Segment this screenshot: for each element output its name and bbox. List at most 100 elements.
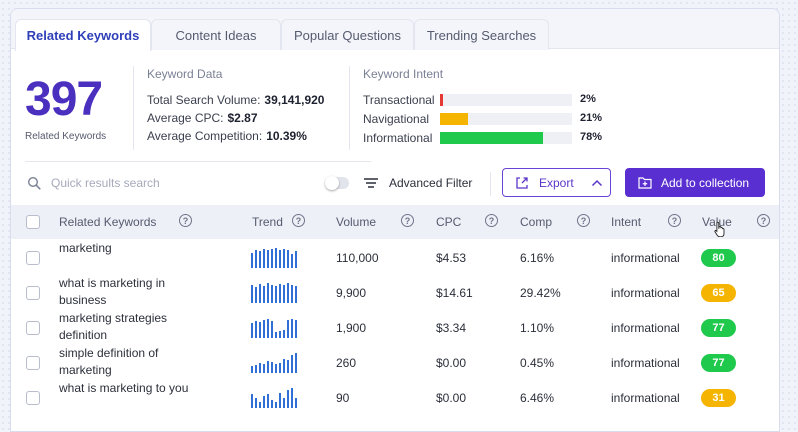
row-checkbox[interactable]: [26, 286, 40, 300]
trend-bar: [287, 390, 289, 408]
help-icon[interactable]: ?: [757, 214, 770, 227]
keyword-link[interactable]: simple definition of marketing: [59, 346, 159, 377]
help-icon[interactable]: ?: [292, 214, 305, 227]
intent-pct-informational: 78%: [580, 131, 603, 143]
trend-bar: [255, 287, 257, 303]
intent-fill-informational: [440, 132, 543, 144]
tab-related-keywords[interactable]: Related Keywords: [15, 19, 151, 51]
tab-trending-searches[interactable]: Trending Searches: [414, 19, 549, 50]
trend-bar: [259, 402, 261, 408]
comp-value: 0.45%: [520, 356, 555, 370]
intent-bar-transactional: [440, 94, 572, 106]
export-button[interactable]: Export: [502, 168, 611, 197]
comp-value: 29.42%: [520, 286, 561, 300]
trend-bar: [251, 366, 253, 373]
trend-bar: [275, 248, 277, 268]
volume-value: 110,000: [336, 251, 379, 265]
value-badge: 31: [701, 389, 736, 407]
filter-toggle[interactable]: [325, 176, 349, 190]
trend-bar: [263, 249, 265, 268]
trend-bar: [251, 394, 253, 408]
trend-bar: [279, 284, 281, 303]
intent-fill-transactional: [440, 94, 443, 106]
keyword-link[interactable]: marketing: [59, 241, 112, 255]
stat-label: Average Competition:: [147, 129, 263, 143]
row-checkbox[interactable]: [26, 321, 40, 335]
value-badge: 80: [701, 249, 736, 267]
column-header-comp[interactable]: Comp: [520, 215, 553, 229]
keyword-link[interactable]: what is marketing to you: [59, 381, 189, 395]
column-header-trend[interactable]: Trend: [252, 215, 283, 229]
trend-sparkline: [251, 353, 313, 373]
table-row[interactable]: simple definition of marketing 260 $0.00 0.…: [11, 345, 779, 380]
volume-value: 260: [336, 356, 357, 370]
volume-value: 1,900: [336, 321, 367, 335]
trend-bar: [295, 286, 297, 303]
row-checkbox[interactable]: [26, 251, 40, 265]
trend-bar: [271, 400, 273, 408]
tab-content-ideas[interactable]: Content Ideas: [151, 19, 281, 50]
tab-popular-questions[interactable]: Popular Questions: [281, 19, 414, 50]
trend-sparkline: [251, 283, 313, 303]
divider: [349, 66, 350, 150]
quick-search-input[interactable]: [51, 173, 301, 193]
filter-icon: [364, 178, 378, 188]
column-header-intent[interactable]: Intent: [611, 215, 642, 229]
column-header-keyword[interactable]: Related Keywords: [59, 215, 157, 229]
table-row[interactable]: what is marketing to you 90 $0.00 6.46% info…: [11, 380, 779, 415]
advanced-filter-button[interactable]: Advanced Filter: [389, 176, 473, 190]
help-icon[interactable]: ?: [668, 214, 681, 227]
select-all-checkbox[interactable]: [26, 215, 40, 229]
table-row[interactable]: marketing 110,000 $4.53 6.16% informational 8…: [11, 240, 779, 275]
row-checkbox[interactable]: [26, 356, 40, 370]
column-header-volume[interactable]: Volume: [336, 215, 377, 229]
value-badge: 65: [701, 284, 736, 302]
trend-bar: [255, 250, 257, 268]
intent-bar-navigational: [440, 113, 572, 125]
trend-bar: [267, 250, 269, 268]
trend-bar: [251, 253, 253, 268]
export-label: Export: [539, 175, 574, 190]
row-checkbox[interactable]: [26, 391, 40, 405]
trend-bar: [259, 322, 261, 338]
cpc-value: $4.53: [436, 251, 467, 265]
trend-bar: [291, 254, 293, 268]
cpc-value: $0.00: [436, 391, 467, 405]
intent-value: informational: [611, 391, 680, 405]
stat-value: 39,141,920: [264, 93, 325, 107]
trend-bar: [271, 285, 273, 303]
trend-bar: [295, 398, 297, 408]
trend-bar: [283, 330, 285, 338]
toolbar: Advanced Filter Export Add to collection: [11, 164, 779, 204]
trend-bar: [259, 284, 261, 303]
volume-value: 9,900: [336, 286, 367, 300]
add-to-collection-button[interactable]: Add to collection: [625, 168, 765, 197]
trend-bar: [251, 323, 253, 338]
trend-bar: [259, 251, 261, 268]
trend-bar: [287, 320, 289, 338]
trend-bar: [271, 362, 273, 373]
intent-fill-navigational: [440, 113, 468, 125]
intent-pct-navigational: 21%: [580, 112, 603, 124]
tab-bar: Related Keywords Content Ideas Popular Q…: [11, 9, 779, 51]
trend-bar: [279, 331, 281, 338]
help-icon[interactable]: ?: [401, 214, 414, 227]
cpc-value: $0.00: [436, 356, 467, 370]
table-row[interactable]: what is marketing in business 9,900 $14.61…: [11, 275, 779, 310]
keyword-link[interactable]: what is marketing in business: [59, 276, 166, 307]
value-badge: 77: [701, 354, 736, 372]
column-header-cpc[interactable]: CPC: [436, 215, 462, 229]
trend-bar: [251, 285, 253, 303]
trend-bar: [271, 249, 273, 268]
volume-value: 90: [336, 391, 350, 405]
keyword-link[interactable]: marketing strategies definition: [59, 311, 168, 342]
help-icon[interactable]: ?: [179, 214, 192, 227]
trend-bar: [295, 251, 297, 268]
help-icon[interactable]: ?: [577, 214, 590, 227]
help-icon[interactable]: ?: [485, 214, 498, 227]
trend-bar: [263, 320, 265, 338]
related-keywords-count: 397: [25, 73, 103, 126]
summary-section: 397 Related Keywords Keyword Data Total …: [11, 50, 779, 162]
table-row[interactable]: marketing strategies definition 1,900 $3.3…: [11, 310, 779, 345]
trend-bar: [295, 320, 297, 338]
